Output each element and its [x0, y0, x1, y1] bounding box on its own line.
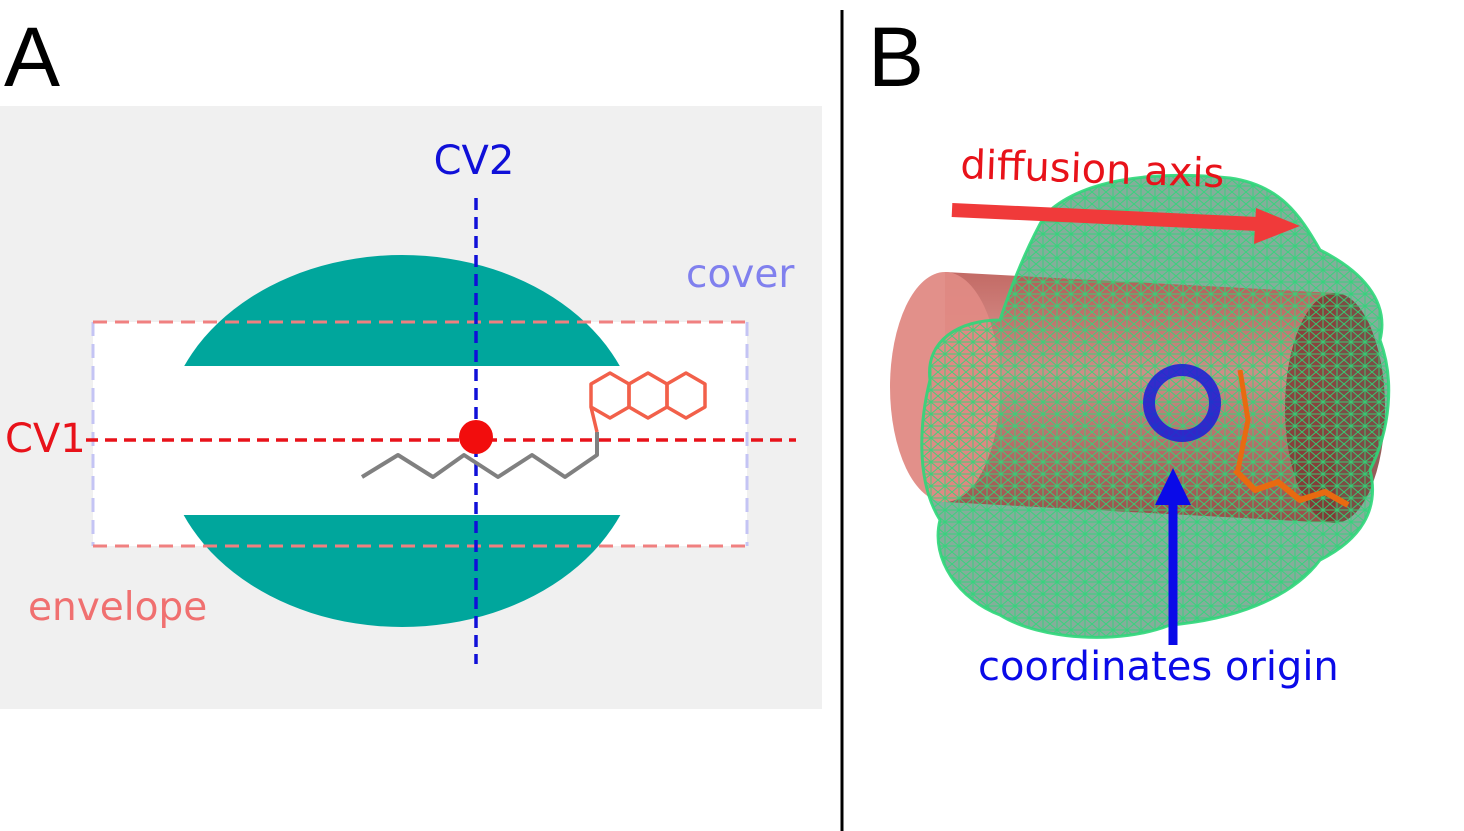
ligand-link — [589, 406, 599, 433]
protein-mesh — [920, 173, 1391, 639]
panel-b-letter: B — [868, 10, 924, 104]
ligand-ring-3 — [665, 371, 707, 420]
origin-point — [459, 420, 493, 454]
membrane-top-leaflet — [184, 255, 620, 366]
diffusion-axis-arrow-shaft — [951, 203, 1259, 231]
membrane-bottom-leaflet — [183, 515, 621, 627]
origin-ring — [1143, 364, 1221, 442]
cover-label: cover — [686, 252, 795, 297]
coordinates-origin-label: coordinates origin — [978, 644, 1339, 690]
ligand-chain — [360, 432, 599, 479]
envelope-label: envelope — [28, 585, 207, 630]
ligand-rings — [589, 371, 707, 433]
cv2-label: CV2 — [434, 138, 515, 184]
cv1-label: CV1 — [5, 416, 86, 462]
bound-ligand-chain — [1235, 369, 1251, 471]
origin-arrow-head — [1155, 468, 1191, 505]
diffusion-axis-arrow-head — [1254, 208, 1300, 244]
panel-b: B diffusion axis coordinates origin — [868, 10, 1391, 690]
panel-a-letter: A — [4, 10, 60, 104]
panel-a: A CV2 CV1 cover envelope — [0, 10, 822, 709]
bound-ligand — [1232, 467, 1350, 508]
diffusion-axis-label: diffusion axis — [960, 142, 1225, 197]
